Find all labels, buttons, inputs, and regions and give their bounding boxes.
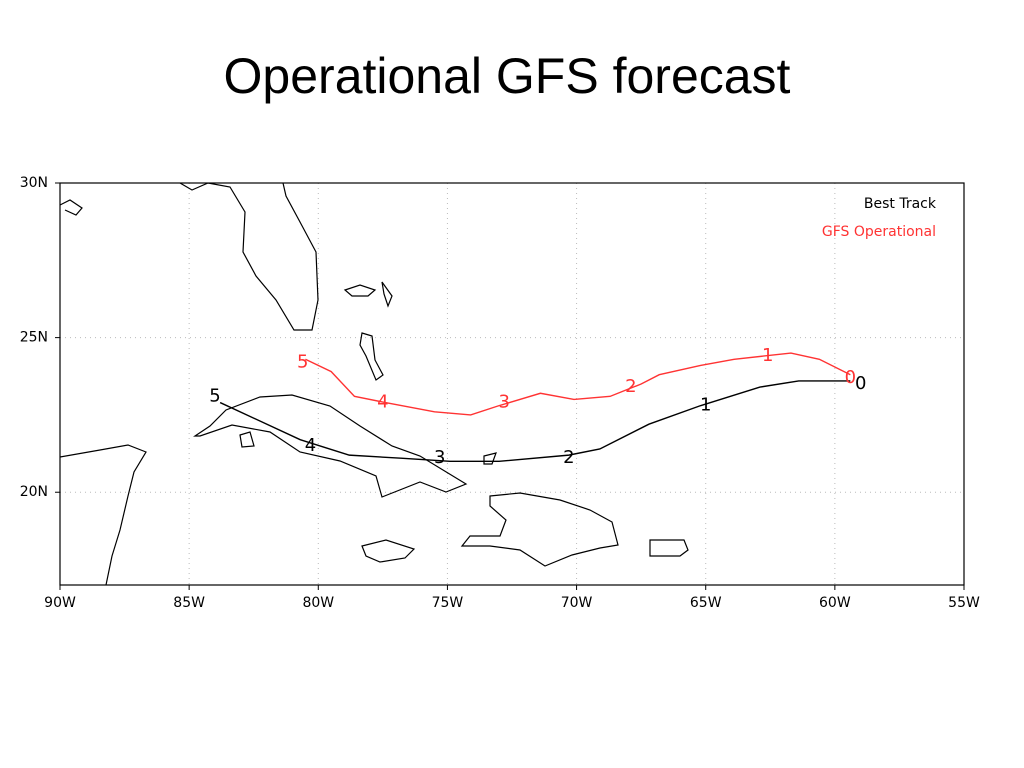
track-point-label: 0 — [855, 373, 866, 394]
y-tick-label: 30N — [20, 175, 48, 191]
legend-entry: GFS Operational — [822, 224, 936, 240]
track-line — [305, 352, 851, 416]
x-tick-label: 70W — [561, 595, 593, 611]
track-point-label: 4 — [305, 435, 316, 456]
track-point-label: 1 — [762, 345, 773, 366]
track-point-label: 2 — [563, 447, 574, 468]
grid — [59, 182, 965, 585]
track-point-label: 3 — [434, 447, 445, 468]
track-point-label: 1 — [700, 395, 711, 416]
x-tick-label: 85W — [173, 595, 205, 611]
track-point-label: 4 — [377, 392, 388, 413]
tracks: 0 1 2 3 4 5 0 1 2 3 4 5 — [209, 345, 866, 468]
x-tick-label: 55W — [948, 595, 980, 611]
track-point-label: 0 — [845, 367, 856, 388]
track-point-label: 2 — [625, 376, 636, 397]
track-line — [219, 380, 851, 463]
x-tick-label: 60W — [819, 595, 851, 611]
track-point-label: 3 — [499, 392, 510, 413]
coast-mexico — [60, 444, 147, 585]
coast-hispaniola — [460, 492, 619, 567]
track-point-label: 5 — [209, 385, 220, 406]
x-tick-label: 80W — [302, 595, 334, 611]
coast-bahamas — [343, 281, 497, 465]
y-tick-label: 25N — [20, 330, 48, 346]
slide-title: Operational GFS forecast — [224, 48, 791, 104]
coast-isla-juventud — [239, 431, 255, 448]
coast-jamaica — [361, 539, 416, 563]
coast-cuba — [193, 394, 468, 498]
track-point-label: 5 — [297, 351, 308, 372]
y-tick-label: 20N — [20, 484, 48, 500]
x-tick-label: 65W — [690, 595, 722, 611]
x-tick-label: 75W — [432, 595, 464, 611]
x-tick-label: 90W — [44, 595, 76, 611]
coast-florida — [179, 183, 319, 331]
coast-puerto-rico — [649, 539, 689, 557]
plot-frame — [59, 182, 965, 586]
legend-entry: Best Track — [864, 196, 937, 212]
coastlines — [60, 183, 689, 585]
coast-georgia — [60, 199, 83, 216]
